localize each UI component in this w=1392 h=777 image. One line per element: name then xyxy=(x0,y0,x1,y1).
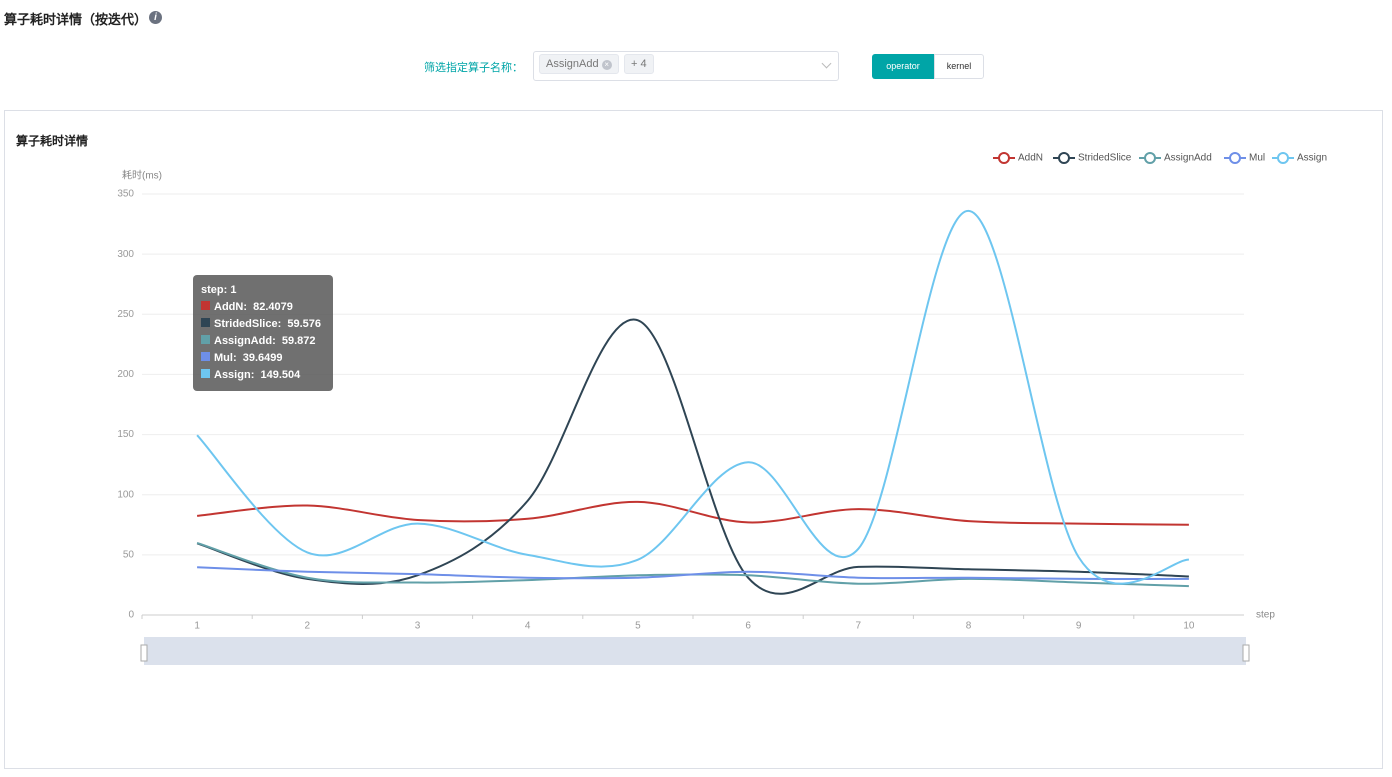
series-line xyxy=(197,566,1189,581)
x-tick-label: 7 xyxy=(856,621,862,632)
x-tick-label: 9 xyxy=(1076,621,1082,632)
tooltip-row: AddN82.4079 xyxy=(201,299,325,316)
chart-title: 算子耗时详情 xyxy=(16,133,88,148)
tooltip: step: 1 AddN82.4079StridedSlice59.576Ass… xyxy=(193,275,333,391)
tooltip-row: Mul39.6499 xyxy=(201,350,325,367)
y-tick-label: 200 xyxy=(117,369,134,380)
legend-label: AddN xyxy=(1018,153,1043,164)
tooltip-row: Assign149.504 xyxy=(201,367,325,384)
tooltip-row: StridedSlice59.576 xyxy=(201,316,325,333)
tooltip-row: AssignAdd59.872 xyxy=(201,333,325,350)
tooltip-name: AddN xyxy=(214,301,253,313)
y-tick-label: 0 xyxy=(128,610,134,621)
x-tick-label: 4 xyxy=(525,621,531,632)
kernel-button[interactable]: kernel xyxy=(934,54,984,79)
tooltip-value: 82.4079 xyxy=(253,301,293,313)
info-icon[interactable]: i xyxy=(149,11,162,24)
legend-marker xyxy=(1144,152,1156,164)
y-tick-label: 50 xyxy=(123,549,135,560)
tooltip-name: Assign xyxy=(214,369,260,381)
series-line xyxy=(196,318,1189,595)
legend-label: AssignAdd xyxy=(1164,153,1212,164)
legend-label: Assign xyxy=(1297,153,1327,164)
legend-label: Mul xyxy=(1249,153,1265,164)
tooltip-value: 59.872 xyxy=(281,335,316,347)
tooltip-swatch xyxy=(201,318,210,327)
legend-label: StridedSlice xyxy=(1078,153,1132,164)
filter-label: 筛选指定算子名称： xyxy=(424,62,523,74)
series-line xyxy=(196,209,1190,585)
tooltip-name: Mul xyxy=(214,352,243,364)
x-tick-label: 1 xyxy=(194,621,200,632)
legend-marker xyxy=(998,152,1010,164)
y-tick-label: 350 xyxy=(117,189,134,200)
tooltip-value: 149.504 xyxy=(260,369,301,381)
tooltip-value: 59.576 xyxy=(287,318,322,330)
x-tick-label: 8 xyxy=(966,621,972,632)
legend-marker xyxy=(1229,152,1241,164)
x-tick-label: 5 xyxy=(635,621,641,632)
tooltip-swatch xyxy=(201,369,210,378)
series-line xyxy=(196,542,1189,588)
operator-select[interactable]: AssignAdd × + 4 xyxy=(533,51,839,81)
tooltip-swatch xyxy=(201,352,210,361)
y-tick-label: 100 xyxy=(117,489,134,500)
tooltip-name: StridedSlice xyxy=(214,318,287,330)
tag-close[interactable]: × xyxy=(601,60,612,70)
more-tag: + 4 xyxy=(624,54,654,74)
selected-tag: AssignAdd × xyxy=(539,54,619,74)
x-tick-label: 6 xyxy=(745,621,751,632)
y-axis-label: 耗时(ms) xyxy=(122,170,162,182)
tooltip-value: 39.6499 xyxy=(242,352,283,364)
zoom-slider[interactable] xyxy=(144,637,1246,665)
y-tick-label: 300 xyxy=(117,249,134,260)
x-tick-label: 10 xyxy=(1183,621,1195,632)
zoom-handle[interactable] xyxy=(1242,644,1250,662)
operator-button[interactable]: operator xyxy=(872,54,934,79)
x-tick-label: 3 xyxy=(415,621,421,632)
zoom-handle[interactable] xyxy=(140,644,148,662)
series-line xyxy=(197,500,1189,526)
legend-marker xyxy=(1058,152,1070,164)
x-axis-label: step xyxy=(1256,610,1275,621)
tooltip-name: AssignAdd xyxy=(214,335,282,347)
legend-marker xyxy=(1277,152,1289,164)
tooltip-swatch xyxy=(201,301,210,310)
chart-card xyxy=(4,110,1383,769)
x-tick-label: 2 xyxy=(305,621,311,632)
tag-text: AssignAdd xyxy=(546,58,599,70)
tooltip-title: step: 1 xyxy=(201,284,237,296)
y-tick-label: 150 xyxy=(117,429,134,440)
y-tick-label: 250 xyxy=(117,309,134,320)
page-title: 算子耗时详情（按迭代） xyxy=(4,12,148,27)
tooltip-swatch xyxy=(201,335,210,344)
